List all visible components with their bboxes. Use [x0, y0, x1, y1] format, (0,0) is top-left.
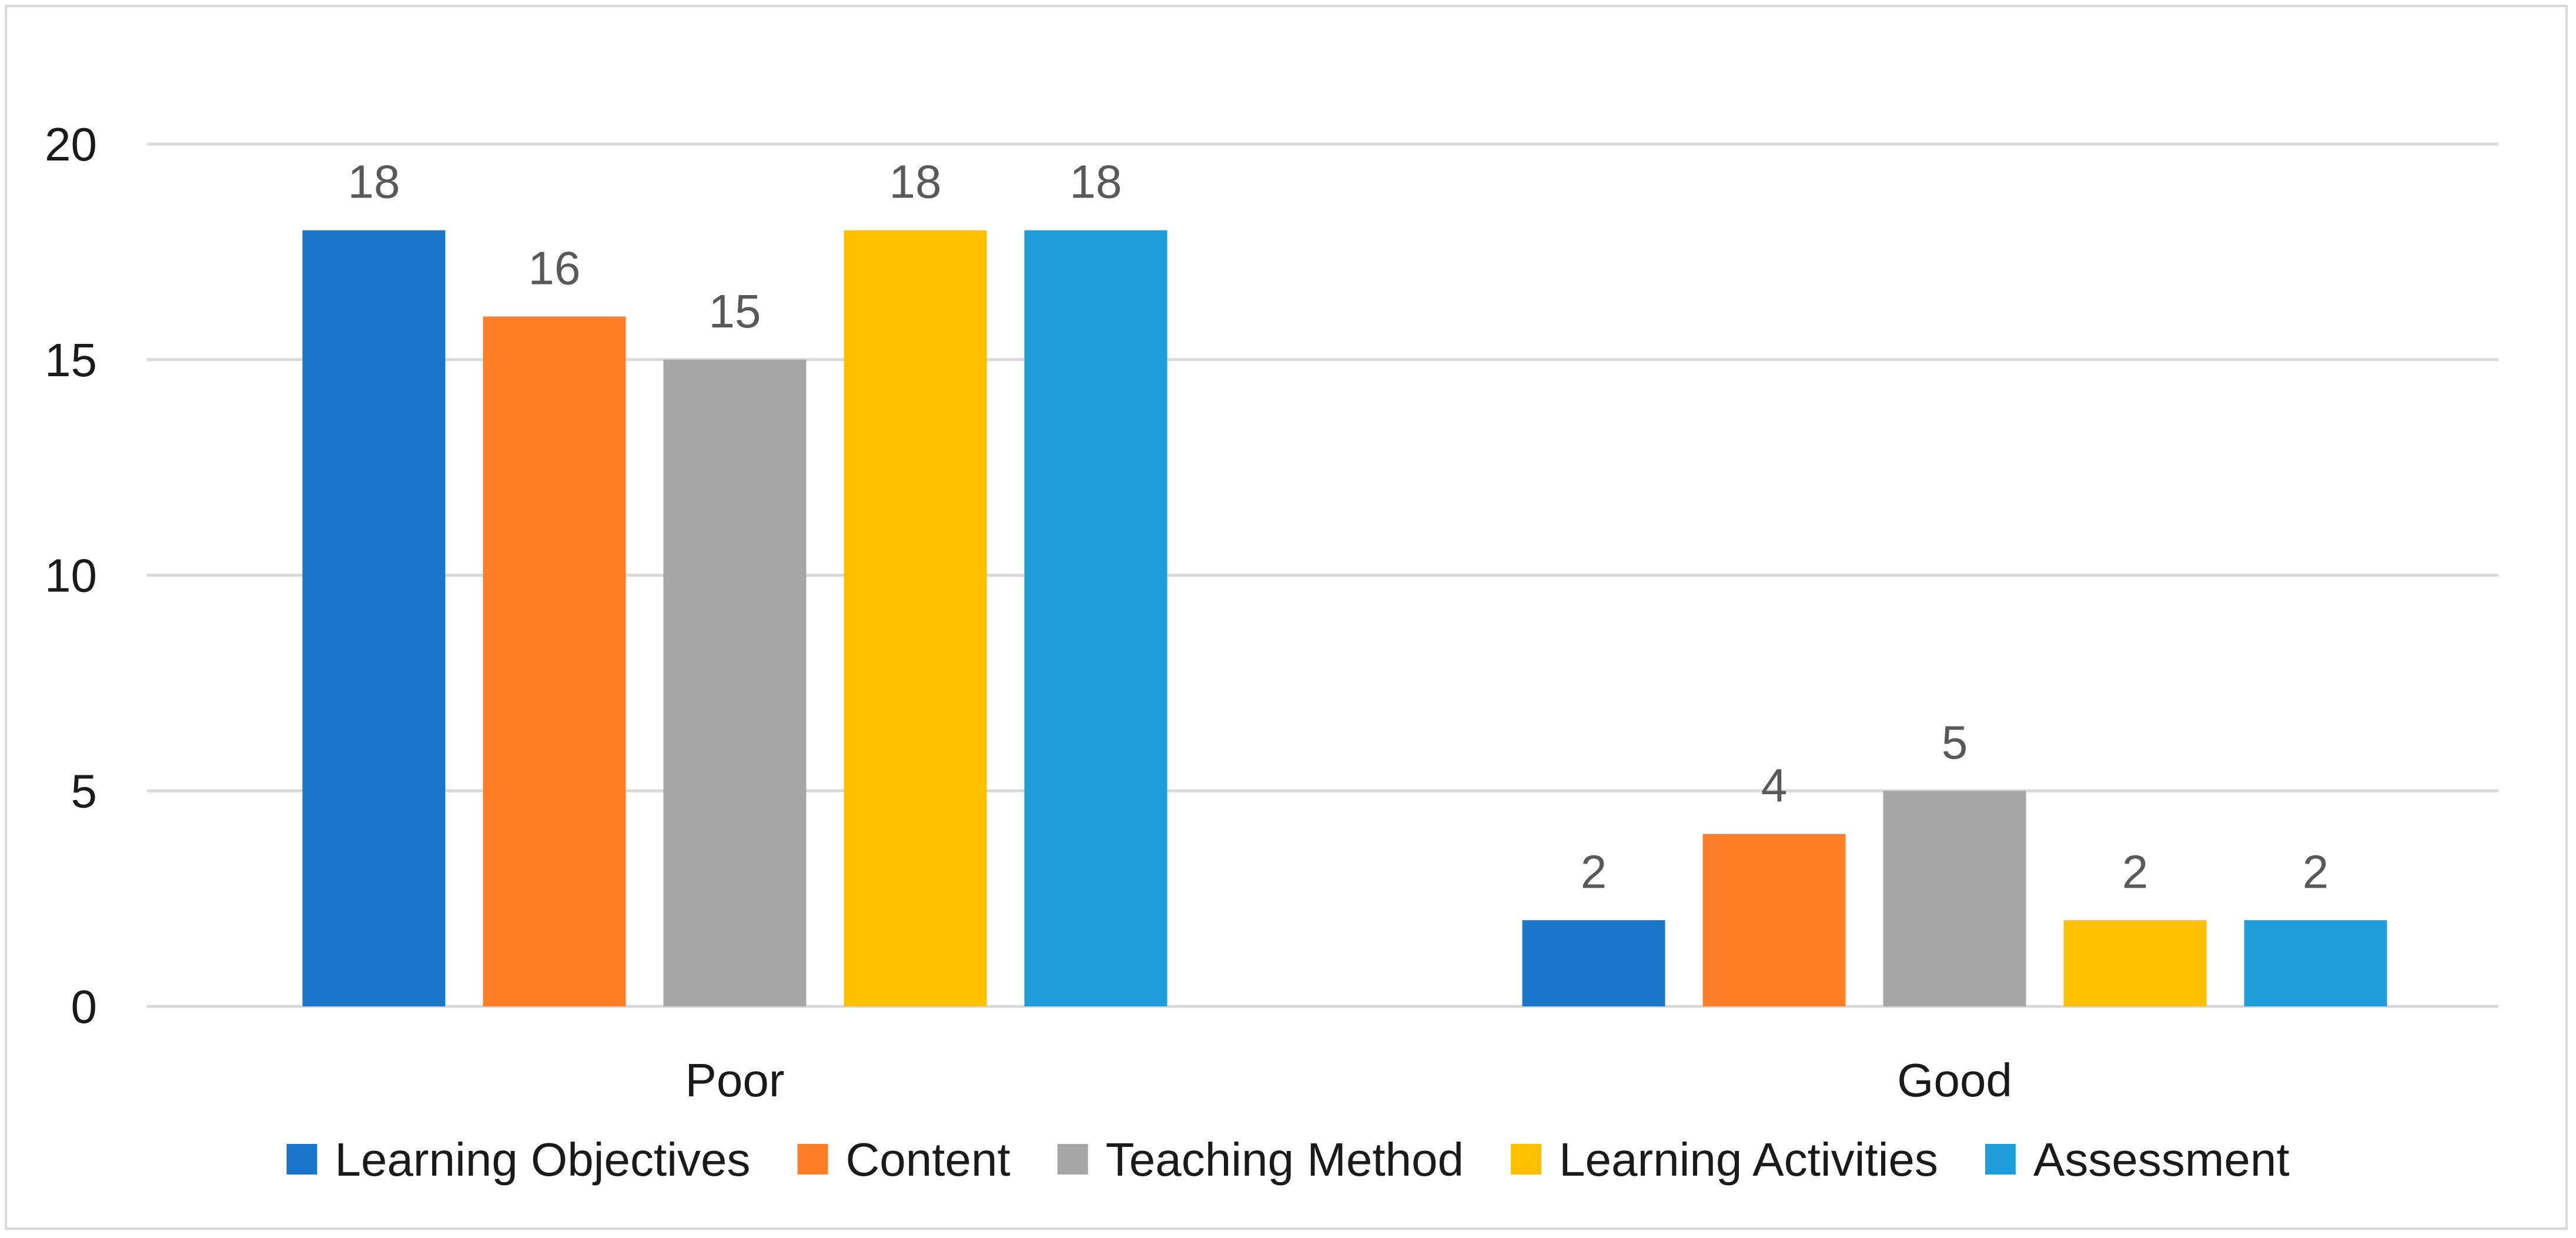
legend-label: Content — [846, 1133, 1011, 1186]
x-category-label: Good — [1897, 1054, 2012, 1106]
data-label: 18 — [889, 156, 942, 208]
bar — [2244, 920, 2387, 1006]
legend-label: Teaching Method — [1106, 1133, 1464, 1186]
legend: Learning Objectives Content Teaching Metho… — [286, 1133, 2290, 1186]
data-label: 5 — [1942, 716, 1968, 768]
bar — [2063, 920, 2207, 1006]
data-label: 2 — [1581, 845, 1607, 898]
bar — [1024, 230, 1167, 1007]
legend-swatch — [1511, 1144, 1542, 1175]
bar — [844, 230, 987, 1007]
bar — [1522, 920, 1665, 1006]
y-tick-label: 5 — [71, 765, 98, 817]
legend-swatch — [286, 1144, 317, 1175]
legend-swatch — [1057, 1144, 1088, 1175]
data-label: 2 — [2122, 845, 2149, 898]
y-tick-label: 10 — [45, 550, 97, 602]
legend-label: Assessment — [2033, 1133, 2290, 1186]
bar — [663, 359, 807, 1006]
y-tick-label: 20 — [45, 118, 97, 170]
bar — [302, 230, 446, 1007]
legend-swatch — [797, 1144, 828, 1175]
data-label: 18 — [348, 156, 400, 208]
bar — [1883, 791, 2026, 1006]
legend-label: Learning Objectives — [334, 1133, 750, 1186]
data-label: 18 — [1070, 156, 1122, 208]
legend-label: Learning Activities — [1559, 1133, 1938, 1186]
legend-swatch — [1985, 1144, 2016, 1175]
y-axis: 0 5 10 15 20 — [45, 118, 97, 1033]
y-tick-label: 0 — [71, 981, 98, 1033]
data-labels: 18 16 15 18 18 2 4 5 2 2 — [348, 156, 2329, 898]
bars — [302, 230, 2387, 1007]
bar — [1702, 834, 1846, 1006]
x-category-label: Poor — [685, 1054, 785, 1106]
data-label: 16 — [528, 242, 581, 294]
bar — [483, 316, 626, 1006]
x-axis: Poor Good — [685, 1054, 2012, 1106]
data-label: 4 — [1761, 759, 1788, 812]
data-label: 15 — [709, 285, 761, 337]
data-label: 2 — [2303, 845, 2329, 898]
y-tick-label: 15 — [45, 334, 97, 386]
